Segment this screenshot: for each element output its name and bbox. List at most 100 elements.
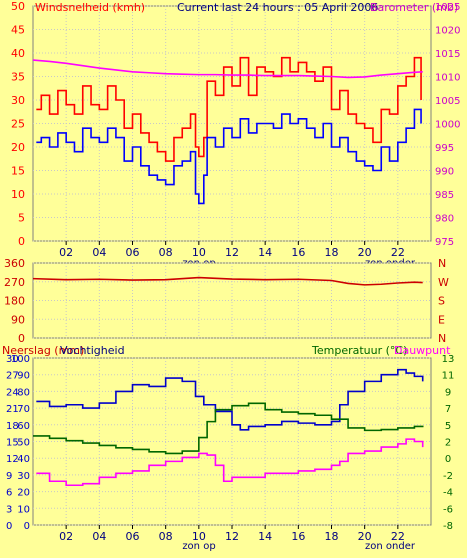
series-windstoten — [36, 108, 422, 205]
y-left-tick-label: 9 — [6, 471, 12, 482]
y-right-tick-label: N — [438, 257, 446, 270]
annotation-zon-onder: zon onder — [365, 541, 416, 552]
chart-title: Current last 24 hours : 05 April 2006 — [177, 1, 378, 14]
y-right-tick-label: 1020 — [435, 26, 460, 37]
series-vochtigheid — [36, 368, 424, 431]
y-right-tick-label: -2 — [443, 471, 453, 482]
y-left-tick-label: 360 — [4, 257, 25, 270]
y-left-tick-label: 10 — [11, 188, 25, 201]
y-left-tick-label: 18 — [6, 421, 19, 432]
y-right-tick-label: 980 — [435, 214, 454, 225]
y-left-tick-label: 15 — [6, 438, 19, 449]
series-barometer — [32, 59, 423, 79]
x-tick-label: 22 — [391, 530, 405, 543]
y-left-tick-label: 270 — [4, 276, 25, 289]
y-left2-tick-label: 0 — [24, 521, 30, 532]
y-left-axis-label: Windsnelheid (kmh) — [35, 1, 145, 14]
y-right-tick-label: 5 — [445, 421, 451, 432]
x-tick-label: 02 — [59, 246, 73, 259]
y-left2-tick-label: 40 — [17, 454, 30, 465]
y-right-tick-label: 0 — [445, 454, 451, 465]
y-right-tick-label: 990 — [435, 167, 454, 178]
y-right-axis-label: Temperatuur (°C) — [311, 344, 407, 357]
y-right-tick-label: 9 — [445, 387, 451, 398]
x-tick-label: 06 — [126, 246, 140, 259]
y-left-tick-label: 0 — [6, 521, 12, 532]
y-right-axis-label: Barometer (mb) — [370, 1, 458, 14]
y-right-tick-label: 11 — [442, 371, 455, 382]
y-left-tick-label: 21 — [6, 404, 19, 415]
y-right-tick-label: 1000 — [435, 120, 460, 131]
x-tick-label: 14 — [258, 246, 272, 259]
y-left-tick-label: 0 — [18, 332, 25, 345]
y-left-axis-label: Neerslag (mm) — [2, 344, 84, 357]
y-right-tick-label: -8 — [443, 521, 453, 532]
x-tick-label: 08 — [159, 246, 173, 259]
y-right2-axis-label: Dauwpunt — [394, 344, 451, 357]
y-left-tick-label: 3 — [6, 504, 12, 515]
y-right-tick-label: 985 — [435, 190, 454, 201]
x-tick-label: 22 — [391, 246, 405, 259]
y-left-tick-label: 5 — [18, 212, 25, 225]
x-tick-label: 14 — [258, 530, 272, 543]
y-right-tick-label: 1005 — [435, 96, 460, 107]
x-tick-label: 10 — [192, 530, 206, 543]
y-left-tick-label: 25 — [11, 118, 25, 131]
y-left-tick-label: 35 — [11, 71, 25, 84]
y-left-tick-label: 40 — [11, 47, 25, 60]
y-right-tick-label: 975 — [435, 237, 454, 248]
y-left2-tick-label: 20 — [17, 488, 30, 499]
x-tick-label: 20 — [358, 246, 372, 259]
series-windrichting — [32, 276, 423, 286]
y-left-tick-label: 12 — [6, 454, 19, 465]
y-left2-tick-label: 10 — [17, 504, 30, 515]
y-left-tick-label: 50 — [11, 0, 25, 13]
y-left-tick-label: 30 — [11, 94, 25, 107]
y-right-tick-label: -4 — [443, 488, 453, 499]
y-right-tick-label: 7 — [445, 404, 451, 415]
y-left-tick-label: 24 — [6, 387, 19, 398]
y-right-tick-label: 2 — [445, 438, 451, 449]
x-tick-label: 02 — [59, 530, 73, 543]
x-tick-label: 12 — [225, 246, 239, 259]
x-tick-label: 18 — [325, 530, 339, 543]
y-right-tick-label: 1025 — [435, 2, 460, 13]
y-left-tick-label: 6 — [6, 488, 12, 499]
x-tick-label: 16 — [291, 246, 305, 259]
annotation-zon-op: zon op — [182, 541, 215, 552]
y-right-tick-label: -6 — [443, 504, 453, 515]
x-tick-label: 20 — [358, 530, 372, 543]
series-temperatuur — [33, 402, 424, 455]
x-tick-label: 10 — [192, 246, 206, 259]
y-left2-tick-label: 30 — [17, 471, 30, 482]
x-tick-label: 04 — [92, 530, 106, 543]
x-tick-label: 12 — [225, 530, 239, 543]
x-tick-label: 16 — [291, 530, 305, 543]
y-left2-tick-label: 100 — [11, 354, 30, 365]
y-right-tick-label: S — [438, 295, 445, 308]
y-left2-axis-label: Vochtigheid — [60, 344, 125, 357]
x-tick-label: 04 — [92, 246, 106, 259]
x-tick-label: 08 — [159, 530, 173, 543]
y-left-tick-label: 27 — [6, 371, 19, 382]
y-left-tick-label: 30 — [6, 354, 19, 365]
series-windsnelheid — [36, 56, 422, 162]
y-left-tick-label: 90 — [11, 313, 25, 326]
y-left-tick-label: 20 — [11, 141, 25, 154]
y-right-tick-label: 13 — [442, 354, 455, 365]
y-left2-tick-label: 80 — [17, 387, 30, 398]
y-left2-tick-label: 50 — [17, 438, 30, 449]
y-left-tick-label: 15 — [11, 165, 25, 178]
y-right-tick-label: 995 — [435, 143, 454, 154]
y-left-tick-label: 180 — [4, 295, 25, 308]
y-right-tick-label: 1015 — [435, 49, 460, 60]
y-left2-tick-label: 60 — [17, 421, 30, 432]
y-right-tick-label: W — [438, 276, 449, 289]
y-right-tick-label: E — [438, 313, 445, 326]
series-dauwpunt — [36, 438, 424, 487]
y-left-tick-label: 45 — [11, 24, 25, 37]
y-left2-tick-label: 90 — [17, 371, 30, 382]
y-right-tick-label: N — [438, 332, 446, 345]
y-left-tick-label: 0 — [18, 235, 25, 248]
